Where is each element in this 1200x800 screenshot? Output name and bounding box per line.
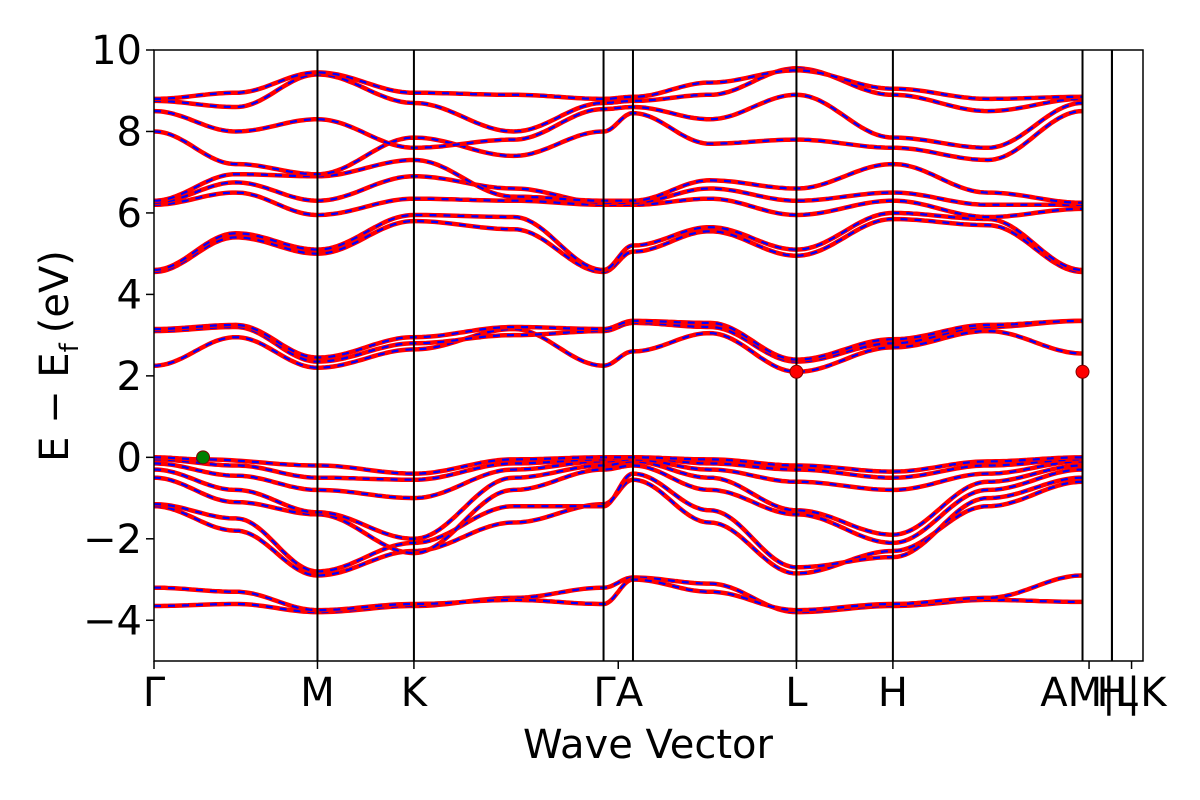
band-c9: [154, 108, 1083, 177]
x-axis-label: Wave Vector: [523, 722, 774, 768]
y-tick-label: 6: [117, 191, 142, 237]
x-tick-label: AM|L: [1040, 670, 1138, 716]
y-axis-label-unit: (eV): [32, 250, 78, 333]
y-tick-label: 4: [117, 272, 142, 318]
band-c4: [154, 216, 1083, 275]
band-line-inner: [154, 158, 1083, 204]
band-line-inner: [154, 67, 1083, 133]
band-v6: [154, 459, 1083, 542]
plot-frame: [153, 49, 1144, 662]
markers-layer: [196, 364, 1090, 465]
band-line-inner: [154, 576, 1083, 614]
x-tick-label: H: [878, 670, 908, 716]
band-line-inner: [154, 93, 1083, 149]
y-tick-label: 8: [117, 109, 142, 155]
y-tick-label: 0: [117, 435, 142, 481]
y-tick-label: 2: [117, 354, 142, 400]
extremum-marker-vbm: [196, 450, 211, 465]
y-tick-label: −2: [83, 517, 142, 563]
y-tick-label: 10: [91, 28, 142, 74]
extremum-marker-cbm-2: [1075, 364, 1090, 379]
band-line-outer: [154, 68, 1083, 102]
band-c11: [154, 66, 1083, 134]
x-tick-label: Γ: [143, 670, 166, 716]
band-v4: [154, 471, 1083, 574]
bands-layer: [154, 66, 1083, 615]
band-line-inner: [154, 574, 1083, 612]
band-c1: [154, 326, 1083, 375]
band-line-inner: [154, 456, 1083, 475]
x-tick-label: K: [401, 670, 429, 716]
x-axis-ticks: Γ M K ΓA L H AM|LH|K: [143, 661, 1168, 716]
band-v2: [154, 573, 1083, 613]
y-axis-label: E − Ef (eV): [32, 250, 85, 462]
band-c10: [154, 92, 1083, 151]
y-tick-label: −4: [83, 598, 142, 644]
band-line-inner: [154, 327, 1083, 373]
x-tick-label: H|K: [1097, 670, 1169, 716]
kpoint-lines: [316, 50, 1113, 661]
y-axis-label-main: E − E: [32, 352, 78, 462]
band-line-inner: [154, 217, 1083, 274]
y-axis-ticks: 10 8 6 4 2 0 −2 −4: [83, 28, 154, 644]
band-line-inner: [154, 460, 1083, 540]
band-line-inner: [154, 478, 1083, 577]
band-line-inner: [154, 472, 1083, 573]
band-line-inner: [154, 464, 1083, 555]
x-tick-label: ΓA: [593, 670, 643, 716]
band-line-inner: [154, 191, 1083, 219]
band-c8: [154, 157, 1083, 206]
band-v9: [154, 455, 1083, 476]
band-line-inner: [154, 211, 1083, 272]
y-axis-label-sub: f: [55, 342, 85, 352]
band-line-inner: [154, 319, 1083, 361]
band-v5: [154, 463, 1083, 556]
band-c5: [154, 210, 1083, 273]
x-tick-label: M: [300, 670, 335, 716]
band-line-inner: [154, 175, 1083, 206]
band-line-inner: [154, 110, 1083, 176]
x-tick-label: L: [785, 670, 808, 716]
extremum-marker-cbm-1: [789, 364, 804, 379]
band-c12: [154, 68, 1083, 102]
band-c3: [154, 318, 1083, 362]
